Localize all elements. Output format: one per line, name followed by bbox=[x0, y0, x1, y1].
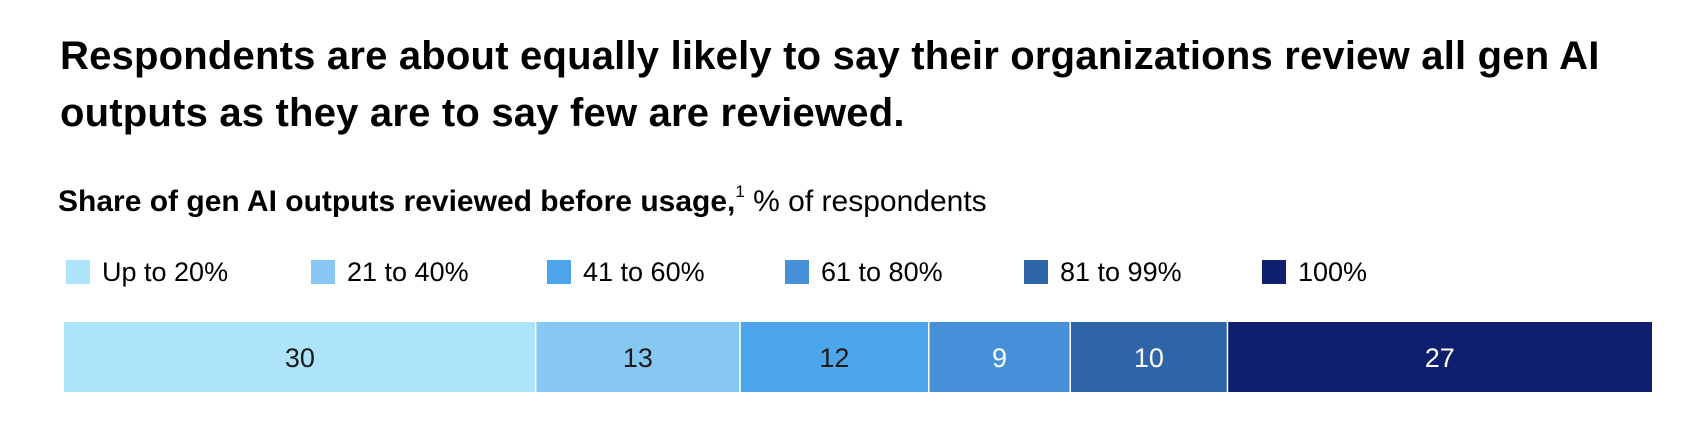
chart-subtitle: Share of gen AI outputs reviewed before … bbox=[58, 182, 987, 222]
bar-value-label: 13 bbox=[623, 343, 653, 373]
legend-swatch bbox=[1262, 260, 1286, 284]
legend-swatch bbox=[1024, 260, 1048, 284]
legend-item: 21 to 40% bbox=[311, 255, 469, 289]
legend-item: Up to 20% bbox=[66, 255, 228, 289]
legend-label: Up to 20% bbox=[102, 257, 229, 287]
legend-swatch bbox=[311, 260, 335, 284]
bar-value-label: 30 bbox=[285, 343, 315, 373]
bar-value-label: 12 bbox=[819, 343, 849, 373]
legend-label: 61 to 80% bbox=[821, 257, 943, 287]
chart-legend: Up to 20% 21 to 40% 41 to 60% 61 to 80% 81 t… bbox=[0, 255, 1702, 289]
bar-segment bbox=[64, 322, 536, 392]
legend-item: 100% bbox=[1262, 255, 1367, 289]
legend-item: 41 to 60% bbox=[547, 255, 705, 289]
bar-value-label: 9 bbox=[992, 343, 1007, 373]
bar-segment bbox=[1227, 322, 1652, 392]
legend-label: 100% bbox=[1298, 257, 1368, 287]
chart-subtitle-main: Share of gen AI outputs reviewed before … bbox=[58, 185, 736, 218]
bar-value-label: 27 bbox=[1425, 343, 1455, 373]
legend-item: 61 to 80% bbox=[785, 255, 943, 289]
legend-swatch bbox=[66, 260, 90, 284]
bar-segment bbox=[535, 322, 741, 392]
bar-value-label: 10 bbox=[1134, 343, 1164, 373]
legend-item: 81 to 99% bbox=[1024, 255, 1182, 289]
legend-swatch bbox=[547, 260, 571, 284]
chart-unit-label: % of respondents bbox=[753, 185, 987, 218]
bar-segment bbox=[740, 322, 929, 392]
legend-label: 81 to 99% bbox=[1060, 257, 1182, 287]
bar-segment bbox=[1070, 322, 1228, 392]
bar-segment bbox=[928, 322, 1071, 392]
legend-label: 21 to 40% bbox=[347, 257, 469, 287]
legend-label: 41 to 60% bbox=[583, 257, 705, 287]
footnote-marker: 1 bbox=[735, 182, 745, 201]
legend-swatch bbox=[785, 260, 809, 284]
headline: Respondents are about equally likely to … bbox=[60, 34, 1600, 135]
